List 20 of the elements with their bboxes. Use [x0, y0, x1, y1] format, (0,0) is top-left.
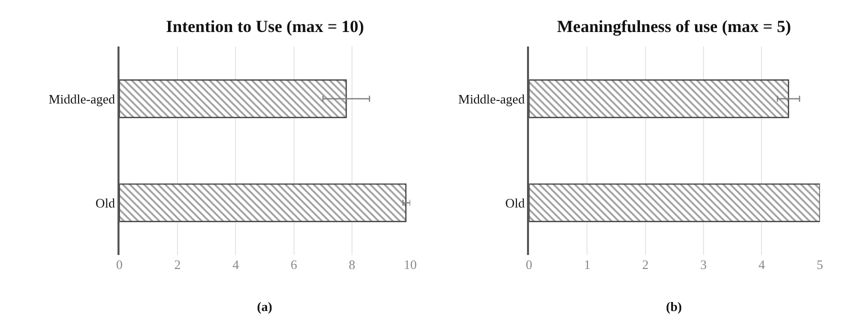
- text: (a): [257, 299, 272, 314]
- x-tick-label: 1: [584, 256, 590, 272]
- text: (b): [666, 299, 682, 314]
- y-tick-label: Old: [96, 195, 116, 210]
- chart-title: Meaningfulness of use (max = 5): [557, 17, 791, 36]
- x-tick-label: 4: [758, 256, 766, 272]
- x-tick-label: 2: [174, 256, 181, 272]
- x-tick-label: 5: [816, 256, 824, 272]
- x-tick-label: 8: [348, 256, 356, 272]
- x-tick-label: 3: [700, 256, 707, 272]
- x-tick-label: 4: [232, 256, 240, 272]
- y-tick-label: Middle-aged: [458, 91, 526, 106]
- x-tick-label: 6: [290, 256, 298, 272]
- x-tick-label: 0: [526, 256, 532, 272]
- y-tick-label: Middle-aged: [48, 91, 116, 106]
- x-tick-label: 2: [642, 256, 649, 272]
- x-tick-label: 0: [116, 256, 123, 272]
- chart-title: Intention to Use (max = 10): [166, 17, 364, 36]
- y-tick-label: Old: [505, 195, 526, 210]
- x-tick-label: 10: [404, 256, 417, 272]
